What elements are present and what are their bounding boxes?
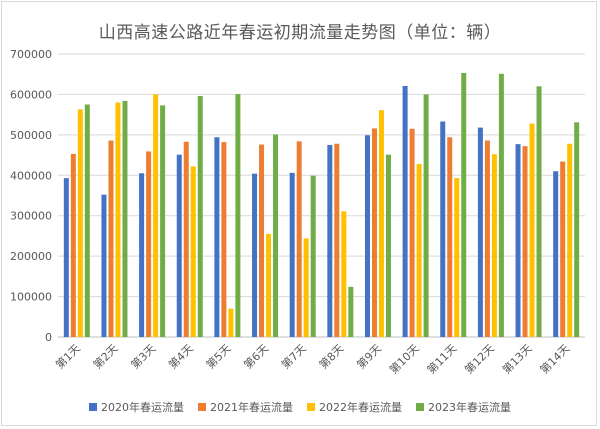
bar-3-7 (303, 238, 309, 337)
y-tick-label: 600000 (10, 88, 52, 101)
bar-3-3 (153, 94, 159, 337)
bar-1-7 (289, 172, 295, 337)
bar-1-11 (440, 121, 446, 337)
bar-3-4 (190, 166, 196, 337)
bar-4-5 (235, 94, 241, 337)
bar-1-9 (364, 135, 370, 337)
bar-3-9 (378, 110, 384, 338)
bar-4-8 (348, 286, 354, 337)
x-tick-label: 第7天 (278, 341, 308, 371)
bar-2-13 (522, 146, 528, 337)
bar-4-12 (498, 73, 504, 337)
x-tick-label: 第1天 (53, 341, 83, 371)
bar-1-4 (176, 154, 182, 337)
legend-swatch (89, 403, 97, 411)
bar-1-3 (139, 173, 145, 337)
legend-item-1: 2020年春运流量 (89, 399, 184, 415)
bar-3-13 (529, 123, 535, 337)
bar-1-13 (515, 144, 521, 337)
bar-2-14 (560, 161, 566, 337)
x-tick-label: 第14天 (537, 341, 572, 376)
bar-2-9 (371, 128, 377, 337)
bar-3-6 (266, 233, 272, 337)
x-tick-label: 第11天 (424, 341, 459, 376)
gridlines (58, 53, 585, 338)
y-tick-label: 300000 (10, 210, 52, 223)
legend-item-3: 2022年春运流量 (307, 399, 402, 415)
bar-4-14 (574, 122, 580, 338)
bar-1-5 (214, 137, 220, 337)
x-tick-label: 第10天 (386, 341, 421, 376)
bar-2-4 (183, 141, 189, 337)
x-tick-label: 第4天 (165, 341, 195, 371)
bar-4-9 (385, 154, 391, 337)
bar-2-2 (108, 140, 114, 337)
legend-swatch (307, 403, 315, 411)
bar-1-6 (252, 173, 258, 337)
x-tick-label: 第9天 (354, 341, 384, 371)
x-tick-label: 第13天 (499, 341, 534, 376)
bar-2-11 (447, 137, 453, 337)
legend-item-2: 2021年春运流量 (198, 399, 293, 415)
bar-3-11 (454, 178, 460, 337)
y-tick-label: 0 (45, 331, 52, 344)
bar-4-3 (160, 105, 166, 337)
legend-label: 2021年春运流量 (210, 401, 293, 414)
bar-2-1 (70, 153, 76, 337)
bar-4-6 (273, 134, 279, 337)
bars (63, 73, 580, 338)
x-axis-ticks: 第1天 第2天 第3天 第4天 第5天 第6天 第7天 第8天 第9天 第10天 第11天 第12天第… (53, 341, 573, 376)
bar-4-7 (310, 175, 316, 337)
y-axis-ticks: 0 100000 200000 300000 400000 500000 600000 700… (10, 48, 52, 344)
x-tick-label: 第6天 (241, 341, 271, 371)
bar-3-12 (491, 154, 497, 337)
x-tick-label: 第12天 (462, 341, 497, 376)
bar-3-5 (228, 308, 234, 337)
bar-2-3 (146, 151, 152, 337)
bar-4-1 (84, 104, 90, 338)
bar-2-6 (259, 144, 265, 337)
x-tick-label: 第8天 (316, 341, 346, 371)
bar-3-14 (567, 143, 573, 337)
bar-1-12 (477, 127, 483, 337)
bar-4-10 (423, 94, 429, 337)
bar-1-2 (101, 194, 107, 337)
bar-1-1 (63, 178, 69, 337)
y-tick-label: 100000 (10, 291, 52, 304)
legend-item-4: 2023年春运流量 (416, 399, 511, 415)
bar-4-2 (122, 100, 128, 337)
bar-3-10 (416, 163, 422, 337)
bar-3-1 (77, 109, 83, 337)
bar-2-12 (484, 140, 490, 337)
bar-3-2 (115, 102, 121, 337)
y-tick-label: 500000 (10, 129, 52, 142)
y-tick-label: 700000 (10, 48, 52, 61)
bar-2-8 (334, 143, 340, 337)
bar-4-4 (197, 96, 203, 337)
x-tick-label: 第5天 (203, 341, 233, 371)
bar-2-7 (296, 141, 302, 337)
bar-1-8 (327, 144, 333, 337)
x-tick-label: 第3天 (128, 341, 158, 371)
chart-title: 山西高速公路近年春运初期流量走势图（单位：辆） (98, 23, 502, 43)
y-tick-label: 400000 (10, 169, 52, 182)
legend-swatch (198, 403, 206, 411)
legend-swatch (416, 403, 424, 411)
bar-1-14 (553, 171, 559, 337)
x-tick-label: 第2天 (90, 341, 120, 371)
bar-4-11 (461, 73, 467, 337)
bar-4-13 (536, 86, 542, 337)
legend-label: 2022年春运流量 (319, 401, 402, 414)
bar-3-8 (341, 211, 347, 337)
legend: 2020年春运流量 2021年春运流量 2022年春运流量 2023年春运流量 (0, 399, 600, 415)
legend-label: 2023年春运流量 (428, 401, 511, 414)
y-tick-label: 200000 (10, 250, 52, 263)
bar-1-10 (402, 85, 408, 337)
bar-2-5 (221, 142, 227, 337)
bar-2-10 (409, 128, 415, 337)
legend-label: 2020年春运流量 (101, 401, 184, 414)
